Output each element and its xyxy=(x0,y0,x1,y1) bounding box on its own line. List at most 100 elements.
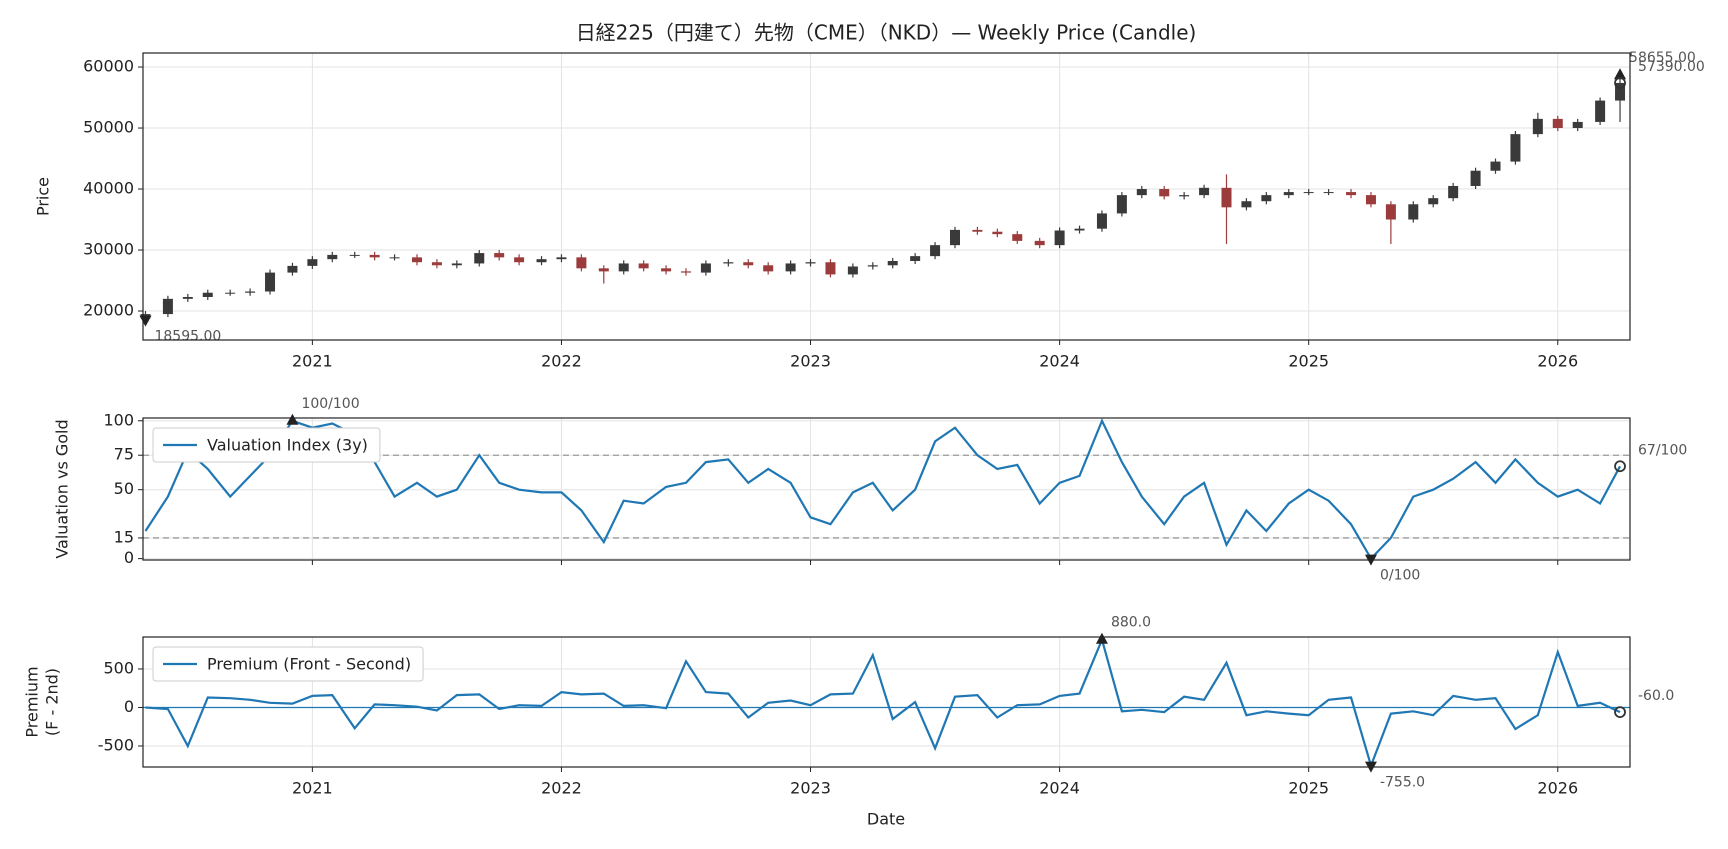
candle-body xyxy=(369,254,380,258)
candle-body xyxy=(887,261,898,266)
min-annotation: -755.0 xyxy=(1380,775,1425,791)
candle-body xyxy=(1470,170,1481,186)
candle-body xyxy=(474,253,485,264)
last-marker xyxy=(1614,460,1626,473)
candle-body xyxy=(825,262,836,275)
y-tick-label: 75 xyxy=(114,445,134,464)
candle-body xyxy=(1385,204,1396,220)
candle-body xyxy=(162,298,173,315)
max-marker xyxy=(1095,632,1108,644)
candle-body xyxy=(245,291,256,293)
candle-body xyxy=(536,259,547,263)
candle-body xyxy=(992,231,1003,235)
candle-body xyxy=(576,257,587,269)
candle-body xyxy=(1303,192,1314,194)
y-tick-label: 30000 xyxy=(83,240,134,259)
y-tick-label: 40000 xyxy=(83,179,134,198)
candle-body xyxy=(930,245,941,257)
x-tick-label: 2026 xyxy=(1537,779,1578,798)
x-tick-label: 2024 xyxy=(1039,352,1080,371)
candle-body xyxy=(327,254,338,260)
candle-body xyxy=(1054,230,1065,246)
candle-body xyxy=(1241,201,1252,208)
candle-body xyxy=(451,263,462,266)
candle-body xyxy=(182,296,193,299)
last-annotation: 67/100 xyxy=(1638,442,1687,458)
last-annotation: -60.0 xyxy=(1638,688,1674,704)
candle-body xyxy=(1074,228,1085,231)
candle-body xyxy=(1448,185,1459,199)
y-tick-label: 15 xyxy=(114,527,134,546)
candle-body xyxy=(225,292,236,294)
candle-body xyxy=(1490,161,1501,171)
candle-body xyxy=(680,271,691,273)
candle-body xyxy=(723,262,734,264)
candle-body xyxy=(1116,195,1127,214)
candle-body xyxy=(1136,189,1147,196)
candle-body xyxy=(494,253,505,258)
candle-body xyxy=(431,262,442,266)
last-annotation: 57390.00 xyxy=(1638,59,1705,75)
candle-body xyxy=(847,266,858,275)
legend: Premium (Front - Second) xyxy=(152,646,424,682)
candle-body xyxy=(700,263,711,273)
max-annotation: 100/100 xyxy=(301,396,359,412)
x-tick-label: 2025 xyxy=(1288,779,1329,798)
candle-body xyxy=(1096,213,1107,229)
x-tick-label: 2024 xyxy=(1039,779,1080,798)
candle-body xyxy=(202,292,213,297)
x-tick-label: 2021 xyxy=(292,352,333,371)
series-line xyxy=(145,636,1621,770)
y-tick-label: 500 xyxy=(103,658,134,677)
candle-body xyxy=(638,263,649,269)
max-annotation: 880.0 xyxy=(1111,615,1151,631)
candle-body xyxy=(1221,187,1232,208)
candle-body xyxy=(785,263,796,272)
candle-body xyxy=(1552,118,1563,129)
candle-body xyxy=(1428,198,1439,205)
x-tick-label: 2023 xyxy=(790,779,831,798)
candle-body xyxy=(949,229,960,246)
max-annotation: 58655.00 xyxy=(1629,50,1696,66)
candle-body xyxy=(307,259,318,266)
plot-frame xyxy=(142,52,1631,341)
y-axis-label: Valuation vs Gold xyxy=(53,419,72,558)
x-tick-label: 2025 xyxy=(1288,352,1329,371)
candle-body xyxy=(763,265,774,272)
min-annotation: 18595.00 xyxy=(154,329,221,345)
legend-label: Valuation Index (3y) xyxy=(207,436,368,455)
candle-body xyxy=(1365,195,1376,205)
candle-body xyxy=(743,262,754,266)
y-tick-label: 50 xyxy=(114,479,134,498)
y-tick-label: 50000 xyxy=(83,118,134,137)
candle-body xyxy=(598,268,609,272)
candle-body xyxy=(514,257,525,263)
plot-frame xyxy=(142,636,1631,768)
candle-body xyxy=(1595,100,1606,122)
y-tick-label: 0 xyxy=(124,548,134,567)
candle-body xyxy=(349,254,360,256)
candle-body xyxy=(411,257,422,263)
candle-body xyxy=(1283,192,1294,196)
candle-body xyxy=(1159,189,1170,197)
y-tick-label: -500 xyxy=(98,735,134,754)
legend-box xyxy=(152,427,381,463)
last-marker xyxy=(1614,706,1626,718)
candle-body xyxy=(265,272,276,292)
candle-body xyxy=(1199,187,1210,196)
candle-body xyxy=(1572,121,1583,129)
min-annotation: 0/100 xyxy=(1380,568,1420,584)
candle-body xyxy=(1012,234,1023,241)
x-tick-label: 2022 xyxy=(541,352,582,371)
panel: 2021 2022 2023 2024 2025 2026 20000 30000 40000 5… xyxy=(34,50,1705,370)
y-tick-label: 20000 xyxy=(83,301,134,320)
x-axis-label: Date xyxy=(867,810,905,829)
x-tick-label: 2023 xyxy=(790,352,831,371)
candle-body xyxy=(1323,192,1334,194)
y-tick-label: 100 xyxy=(103,410,134,429)
candle-body xyxy=(1510,134,1521,162)
candle-body xyxy=(389,257,400,259)
x-tick-label: 2021 xyxy=(292,779,333,798)
